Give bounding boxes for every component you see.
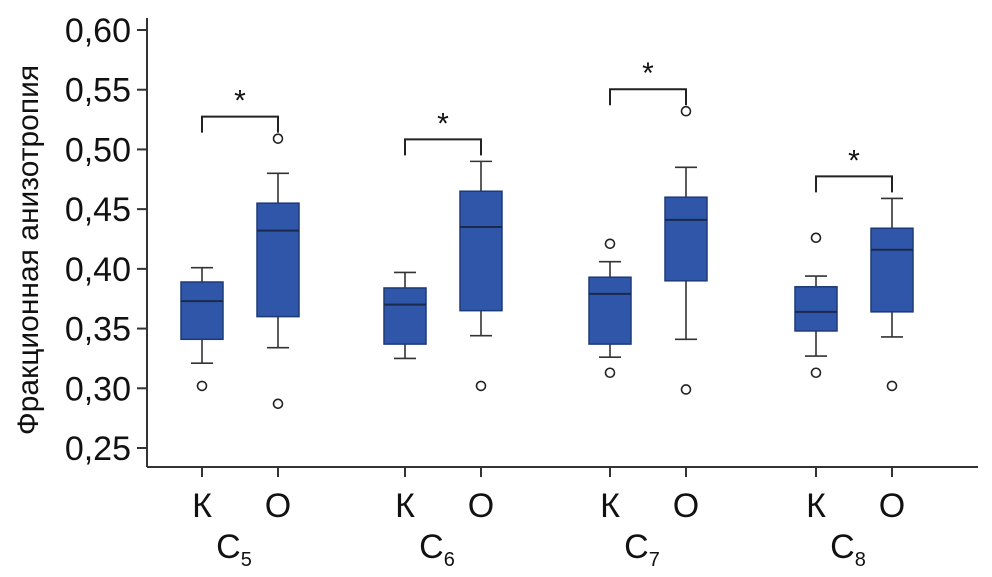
outlier-point (680, 384, 692, 395)
y-tick-label: 0,55 (65, 72, 131, 110)
y-tick-label: 0,45 (65, 191, 131, 229)
outlier-point (886, 380, 898, 392)
box-group: * (794, 144, 914, 392)
box-group: * (588, 57, 708, 395)
x-category-label: О (468, 487, 494, 525)
axes (146, 18, 978, 468)
outlier-point (272, 133, 284, 144)
significance-bracket (815, 175, 893, 193)
significance-bracket (404, 138, 482, 156)
x-group-label: C7 (624, 528, 660, 571)
significance-star: * (642, 57, 654, 90)
box-iqr (588, 276, 632, 345)
box-iqr (794, 286, 838, 332)
box-iqr (870, 227, 914, 313)
x-category-label: О (265, 487, 291, 525)
x-category-label: К (600, 487, 620, 525)
y-tick-label: 0,25 (65, 430, 131, 468)
outlier-point (810, 367, 822, 379)
box-iqr (459, 190, 503, 312)
box-iqr (256, 202, 300, 318)
outlier-point (810, 232, 822, 244)
significance-bracket (609, 88, 687, 106)
box-iqr (180, 281, 224, 341)
x-category-label: О (673, 487, 699, 525)
outlier-point (196, 380, 208, 392)
y-tick-label: 0,50 (65, 131, 131, 169)
y-tick-label: 0,60 (65, 12, 131, 50)
outlier-point (475, 380, 487, 392)
boxes: * * * * (180, 57, 914, 410)
significance-star: * (234, 85, 246, 118)
box-group: * (383, 107, 503, 392)
box-iqr (664, 196, 708, 282)
x-category-label: О (879, 487, 905, 525)
x-category-label: К (192, 487, 212, 525)
y-tick-label: 0,40 (65, 251, 131, 289)
x-category-label: К (806, 487, 826, 525)
y-axis-label: Фракционная анизотропия (12, 65, 45, 435)
outlier-point (604, 238, 616, 250)
box-iqr (383, 287, 427, 345)
y-axis-label-group: Фракционная анизотропия (12, 65, 45, 435)
significance-star: * (848, 144, 860, 177)
x-category-label: К (395, 487, 415, 525)
outlier-point (272, 398, 284, 410)
box-group: * (180, 85, 300, 410)
y-tick-label: 0,30 (65, 370, 131, 408)
y-ticks: 0,25 0,30 0,35 0,40 0,45 0,50 0,55 0,60 (65, 12, 147, 468)
x-group-label: C8 (830, 528, 866, 571)
outlier-point (680, 105, 692, 117)
y-tick-label: 0,35 (65, 311, 131, 349)
significance-star: * (437, 107, 449, 140)
outlier-point (604, 367, 616, 379)
x-group-label: C5 (216, 528, 252, 571)
significance-bracket (201, 115, 279, 133)
x-group-label: C6 (419, 528, 455, 571)
